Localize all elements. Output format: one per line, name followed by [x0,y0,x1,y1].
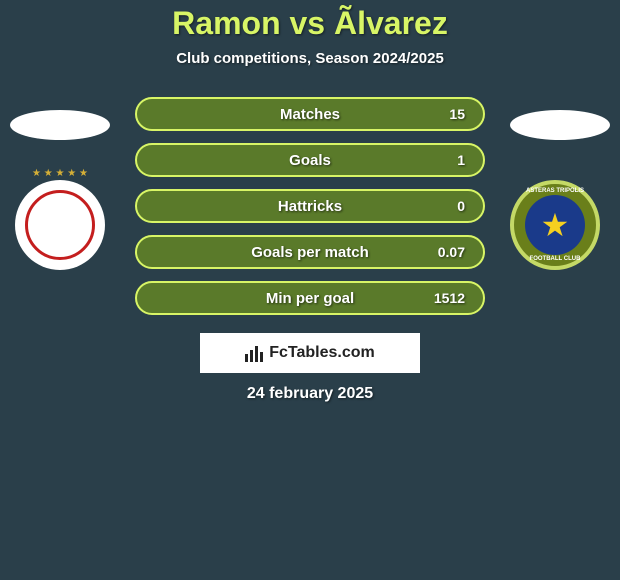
stat-value: 0 [457,198,465,214]
club-text-top: ASTERAS TRIPOLIS [526,188,584,194]
subtitle: Club competitions, Season 2024/2025 [0,50,620,67]
stat-label: Goals per match [251,244,369,261]
page-title: Ramon vs Ãlvarez [0,5,620,42]
stat-label: Hattricks [278,198,342,215]
right-player-block: ASTERAS TRIPOLIS ★ FOOTBALL CLUB [510,110,610,270]
stat-value: 1 [457,152,465,168]
brand-label: FcTables.com [269,344,375,362]
club-text-bottom: FOOTBALL CLUB [530,256,581,262]
stat-row-matches: Matches 15 [135,97,485,131]
stat-value: 0.07 [438,244,465,260]
star-icon: ★ [541,206,570,244]
stat-row-hattricks: Hattricks 0 [135,189,485,223]
stat-label: Matches [280,106,340,123]
player-silhouette-left [10,110,110,140]
stat-value: 1512 [434,290,465,306]
stat-label: Min per goal [266,290,354,307]
stars-icon: ★ ★ ★ ★ ★ [32,168,88,179]
right-club-logo[interactable]: ASTERAS TRIPOLIS ★ FOOTBALL CLUB [510,180,600,270]
stat-label: Goals [289,152,331,169]
left-club-inner [25,190,95,260]
stat-value: 15 [449,106,465,122]
stat-row-min-per-goal: Min per goal 1512 [135,281,485,315]
player-silhouette-right [510,110,610,140]
right-club-inner: ★ [525,195,585,255]
stat-row-goals-per-match: Goals per match 0.07 [135,235,485,269]
brand-box[interactable]: FcTables.com [200,333,420,373]
chart-icon [245,344,263,362]
date-text: 24 february 2025 [0,385,620,403]
left-player-block: ★ ★ ★ ★ ★ [10,110,110,270]
stat-row-goals: Goals 1 [135,143,485,177]
left-club-logo[interactable]: ★ ★ ★ ★ ★ [15,180,105,270]
